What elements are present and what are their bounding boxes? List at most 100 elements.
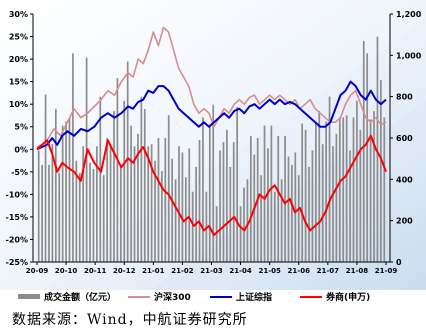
volume-bar <box>291 164 293 262</box>
volume-bar <box>154 160 156 262</box>
volume-bar <box>147 146 150 262</box>
volume-bar <box>178 146 180 262</box>
volume-bar <box>48 164 50 262</box>
volume-bar <box>140 96 143 262</box>
volume-bar <box>383 117 386 262</box>
right-tick-label: 600 <box>396 134 413 143</box>
volume-bar <box>366 53 369 262</box>
volume-bar <box>54 109 57 262</box>
volume-bar <box>376 36 379 263</box>
volume-bar <box>65 121 67 262</box>
right-tick-label: 800 <box>396 93 413 102</box>
volume-bar <box>332 146 334 262</box>
volume-bar <box>318 111 321 262</box>
legend-item-sse: 上证综指 <box>210 290 272 303</box>
volume-bar <box>260 175 262 262</box>
volume-bar <box>345 115 348 263</box>
volume-bar <box>263 125 266 262</box>
volume-bar <box>202 117 204 262</box>
volume-bar <box>308 166 310 262</box>
volume-bar <box>311 150 314 262</box>
volume-bar <box>44 94 47 262</box>
volume-bar <box>72 53 74 262</box>
x-tick-label: 21-07 <box>317 267 340 275</box>
volume-bar <box>102 175 105 262</box>
volume-bar <box>212 104 215 263</box>
volume-bar <box>137 133 139 262</box>
volume-bar <box>356 100 358 262</box>
volume-bar <box>315 123 317 262</box>
volume-bar <box>167 115 170 263</box>
volume-bar <box>157 138 160 262</box>
volume-bar <box>130 125 132 262</box>
volume-bar <box>226 129 228 262</box>
x-tick-label: 21-03 <box>200 267 223 275</box>
volume-bar <box>109 146 112 262</box>
volume-bar <box>215 206 218 262</box>
volume-bar <box>164 138 167 262</box>
volume-bar <box>359 129 362 262</box>
volume-bar <box>239 206 242 262</box>
volume-bar <box>280 179 283 262</box>
x-tick-label: 21-06 <box>288 267 311 275</box>
volume-bar <box>113 111 115 262</box>
volume-bar <box>352 117 355 262</box>
volume-bar <box>161 171 163 262</box>
x-tick-label: 21-04 <box>229 267 252 275</box>
legend-item-volume: 成交金额（亿元） <box>18 290 116 303</box>
series-line-sse <box>36 80 387 151</box>
volume-bar <box>273 191 276 262</box>
right-tick-label: 0 <box>396 258 402 267</box>
x-tick-label: 21-02 <box>171 267 194 275</box>
volume-bar <box>297 175 300 262</box>
volume-bar <box>119 164 122 262</box>
source-note: 数据来源：Wind，中航证券研究所 <box>12 312 248 328</box>
volume-bar <box>338 117 341 262</box>
x-tick-labels: 20-09 20-10 20-11 20-12 21-01 21-02 21-03 21-04… <box>26 262 398 275</box>
volume-bar <box>267 148 269 262</box>
volume-bar <box>143 109 146 262</box>
legend-item-broker: 券商(申万) <box>300 290 370 303</box>
volume-bar <box>246 179 249 262</box>
volume-bar <box>369 119 372 263</box>
x-tick-label: 21-09 <box>375 267 398 275</box>
volume-bar <box>92 169 95 262</box>
volume-bar <box>116 78 119 262</box>
volume-bar <box>58 173 61 262</box>
legend-swatch-hs300 <box>128 295 150 298</box>
left-tick-label: 15% <box>9 78 28 87</box>
volume-bar <box>126 61 129 262</box>
volume-bar <box>41 164 43 262</box>
volume-bar <box>133 146 136 262</box>
legend-item-hs300: 沪深300 <box>128 290 191 303</box>
volume-bar <box>191 191 194 262</box>
volume-bar <box>106 138 108 262</box>
volume-bar <box>249 135 252 262</box>
legend-swatch-sse <box>210 295 232 298</box>
x-tick-label: 20-10 <box>55 267 78 275</box>
volume-bar <box>96 146 98 262</box>
volume-bar <box>321 144 324 262</box>
left-tick-labels: 30% 25% 20% 15% 10% 5% 0% -5% -10% -15% -20% -25% <box>6 10 33 267</box>
volume-bar <box>61 125 64 262</box>
left-tick-label: -20% <box>6 235 28 244</box>
volume-bar <box>328 96 331 262</box>
volume-bar <box>82 146 85 262</box>
chart-plot: 30% 25% 20% 15% 10% 5% 0% -5% -10% -15% -20% -25% 0… <box>0 0 426 290</box>
left-tick-label: 30% <box>9 10 28 19</box>
volume-bar <box>198 140 201 262</box>
left-tick-label: -5% <box>11 168 28 177</box>
x-tick-label: 21-01 <box>142 267 165 275</box>
volume-bar <box>75 160 78 262</box>
right-tick-label: 400 <box>396 175 413 184</box>
volume-bar <box>362 40 365 263</box>
volume-bar <box>277 135 280 262</box>
volume-bar <box>68 117 71 262</box>
left-tick-label: 20% <box>9 55 28 64</box>
volume-bar <box>171 158 174 262</box>
volume-bar <box>301 123 304 262</box>
volume-bar <box>85 57 88 263</box>
x-tick-label: 20-12 <box>113 267 136 275</box>
volume-bar <box>342 117 345 262</box>
volume-bar <box>181 152 184 262</box>
